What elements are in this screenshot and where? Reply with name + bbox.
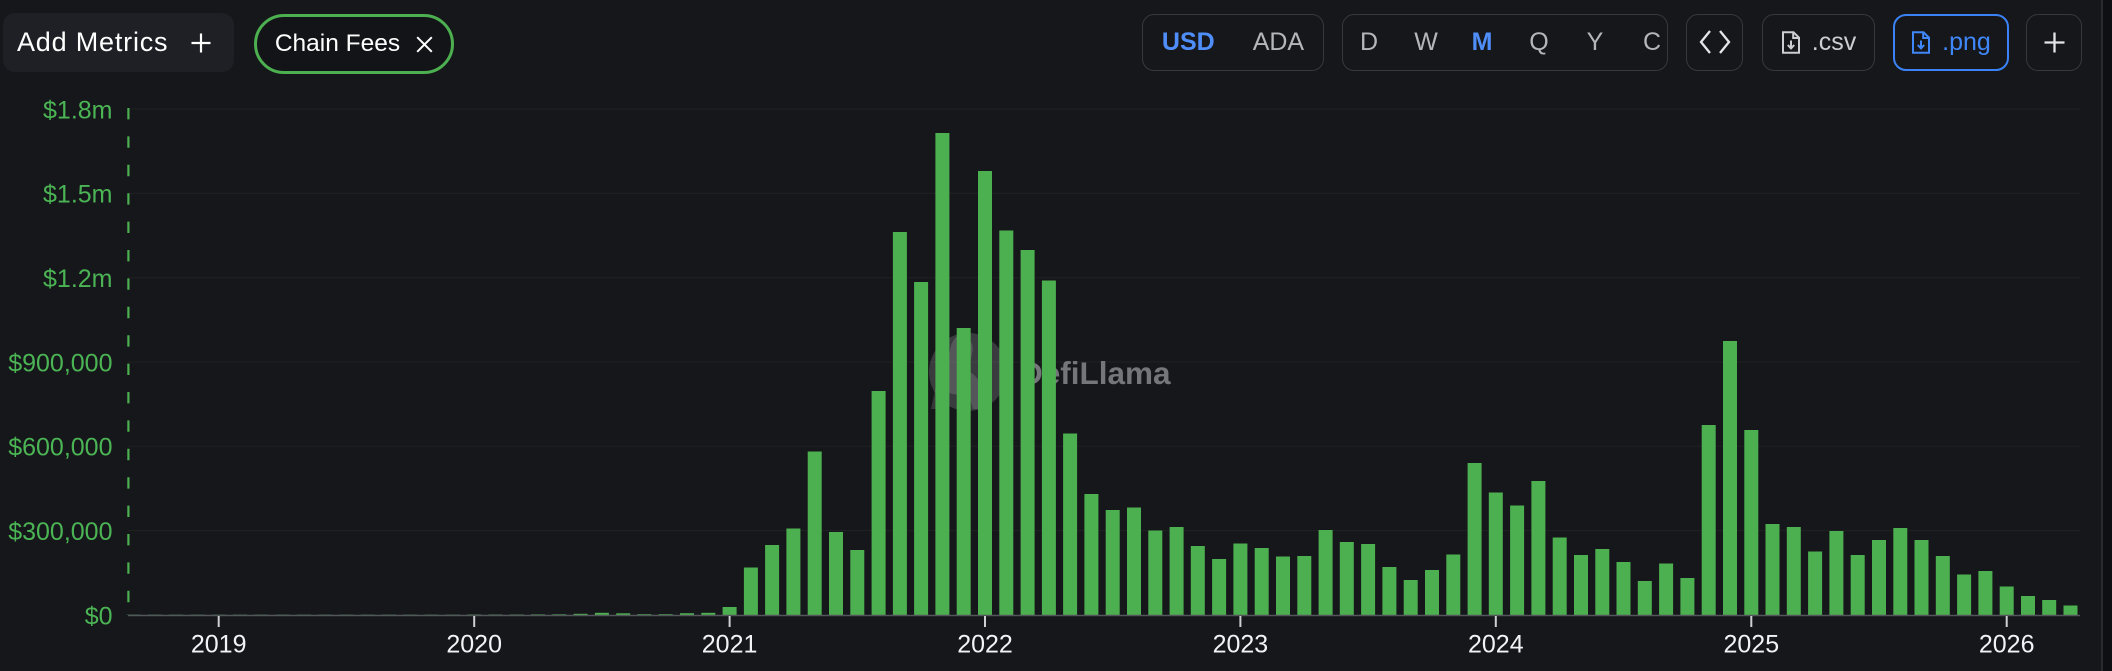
svg-text:2021: 2021 — [702, 631, 758, 659]
svg-text:2022: 2022 — [957, 631, 1013, 659]
svg-text:$1.2m: $1.2m — [43, 265, 112, 293]
svg-text:2024: 2024 — [1468, 631, 1524, 659]
svg-text:2023: 2023 — [1213, 631, 1269, 659]
svg-text:$0: $0 — [85, 602, 113, 630]
svg-text:2025: 2025 — [1723, 631, 1779, 659]
svg-text:2019: 2019 — [191, 631, 247, 659]
svg-text:$600,000: $600,000 — [8, 434, 112, 462]
svg-text:$1.8m: $1.8m — [43, 96, 112, 124]
svg-text:2026: 2026 — [1979, 631, 2035, 659]
svg-text:$900,000: $900,000 — [8, 349, 112, 377]
svg-text:$1.5m: $1.5m — [43, 181, 112, 209]
svg-text:$300,000: $300,000 — [8, 518, 112, 546]
svg-text:2020: 2020 — [446, 631, 502, 659]
